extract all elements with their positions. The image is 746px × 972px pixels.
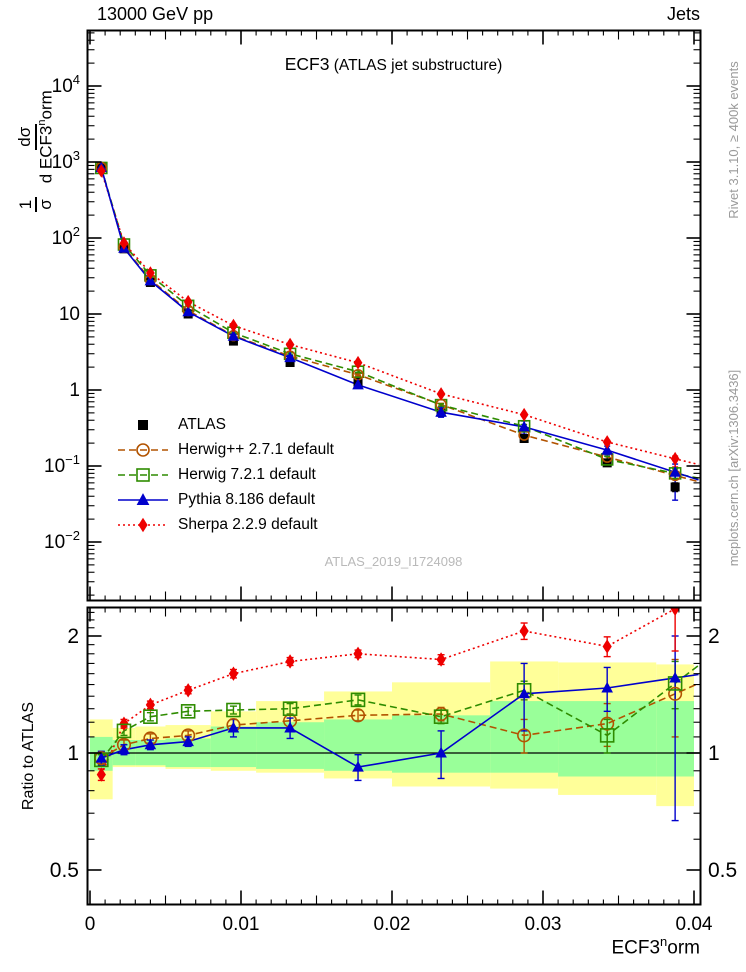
legend-marker-square-open [118,467,168,482]
legend-label: Herwig 7.2.1 default [178,465,316,483]
main-y-axis-title: 1 σ dσ d ECF3norm [4,25,68,275]
series-herwigpp-line [100,167,699,483]
ratio-herwig7-markers [94,676,683,768]
x-tick-label: 0.03 [525,914,562,935]
ratio-y-axis-title: Ratio to ATLAS [20,701,37,811]
legend-marker-square-filled [138,419,148,430]
x-tick-label: 0.01 [223,914,260,935]
plot-title-detail: (ATLAS jet substructure) [329,57,503,74]
ratio-pythia-markers [95,671,681,772]
x-tick-label: 0.04 [676,914,713,935]
main-y-tick-label: 104 [52,72,80,97]
legend-label: Pythia 8.186 default [178,490,316,508]
dsigma-fraction: dσ d ECF3norm [15,87,56,186]
ratio-y-tick-label-right: 2 [708,625,720,648]
x-tick-label: 0 [85,914,96,935]
ratio-y-tick-label-left: 2 [67,625,79,648]
series-pythia-line [101,673,699,768]
legend-label: ATLAS [178,415,226,433]
legend-item-pythia: Pythia 8.186 default [118,487,334,512]
legend-marker-circle-open [118,442,168,457]
series-herwigpp-line [100,682,699,759]
legend-label: Sherpa 2.2.9 default [178,515,318,533]
ratio-panel [88,608,700,822]
main-y-tick-label: 10−2 [44,528,80,553]
one-over-sigma-fraction: 1 σ [16,196,56,213]
main-y-tick-label: 1 [69,380,80,401]
mcplots-citation-note: mcplots.cern.ch [arXiv:1306.3436] [726,369,741,567]
legend-item-herwig7: Herwig 7.2.1 default [118,462,334,487]
legend: ATLAS Herwig++ 2.7.1 default Herwig 7.2.1 … [118,412,334,537]
ratio-frame [86,606,702,906]
main-y-tick-label: 102 [52,224,80,249]
series-sherpa-markers [96,163,680,466]
beam-energy-label: 13000 GeV pp [97,4,214,24]
main-y-tick-label: 10 [59,304,80,325]
dsigma-denominator: d ECF3norm [35,90,56,184]
legend-item-sherpa: Sherpa 2.2.9 default [118,512,334,537]
ratio-y-tick-label-left: 1 [67,742,79,765]
legend-item-atlas: ATLAS [118,412,334,437]
x-axis-title: ECF3norm [611,934,700,959]
ratio-y-tick-label-right: 1 [708,742,720,765]
plot-title: ECF3 (ATLAS jet substructure) [87,54,700,75]
main-y-tick-label: 103 [52,148,80,173]
ratio-y-tick-label-left: 0.5 [50,859,79,882]
main-panel [95,161,699,501]
main-frame [86,29,702,602]
uncertainty-bands [90,661,694,807]
series-herwig7-line [100,664,699,761]
rivet-version-note: Rivet 3.1.10, ≥ 400k events [726,61,741,219]
legend-marker-diamond-filled [118,517,168,532]
series-sherpa-line [100,608,679,775]
axes-frame [86,29,702,906]
legend-marker-triangle-filled [118,492,168,505]
watermark: ATLAS_2019_I1724098 [324,554,463,569]
plot-title-observable: ECF3 [284,54,330,74]
main-y-tick-label: 10−1 [44,452,80,477]
ratio-y-tick-label-right: 0.5 [708,859,737,882]
x-tick-label: 0.02 [374,914,411,935]
legend-item-herwigpp: Herwig++ 2.7.1 default [118,437,334,462]
analysis-group-label: Jets [666,4,700,24]
legend-label: Herwig++ 2.7.1 default [178,440,334,458]
series-pythia-line [100,167,699,481]
